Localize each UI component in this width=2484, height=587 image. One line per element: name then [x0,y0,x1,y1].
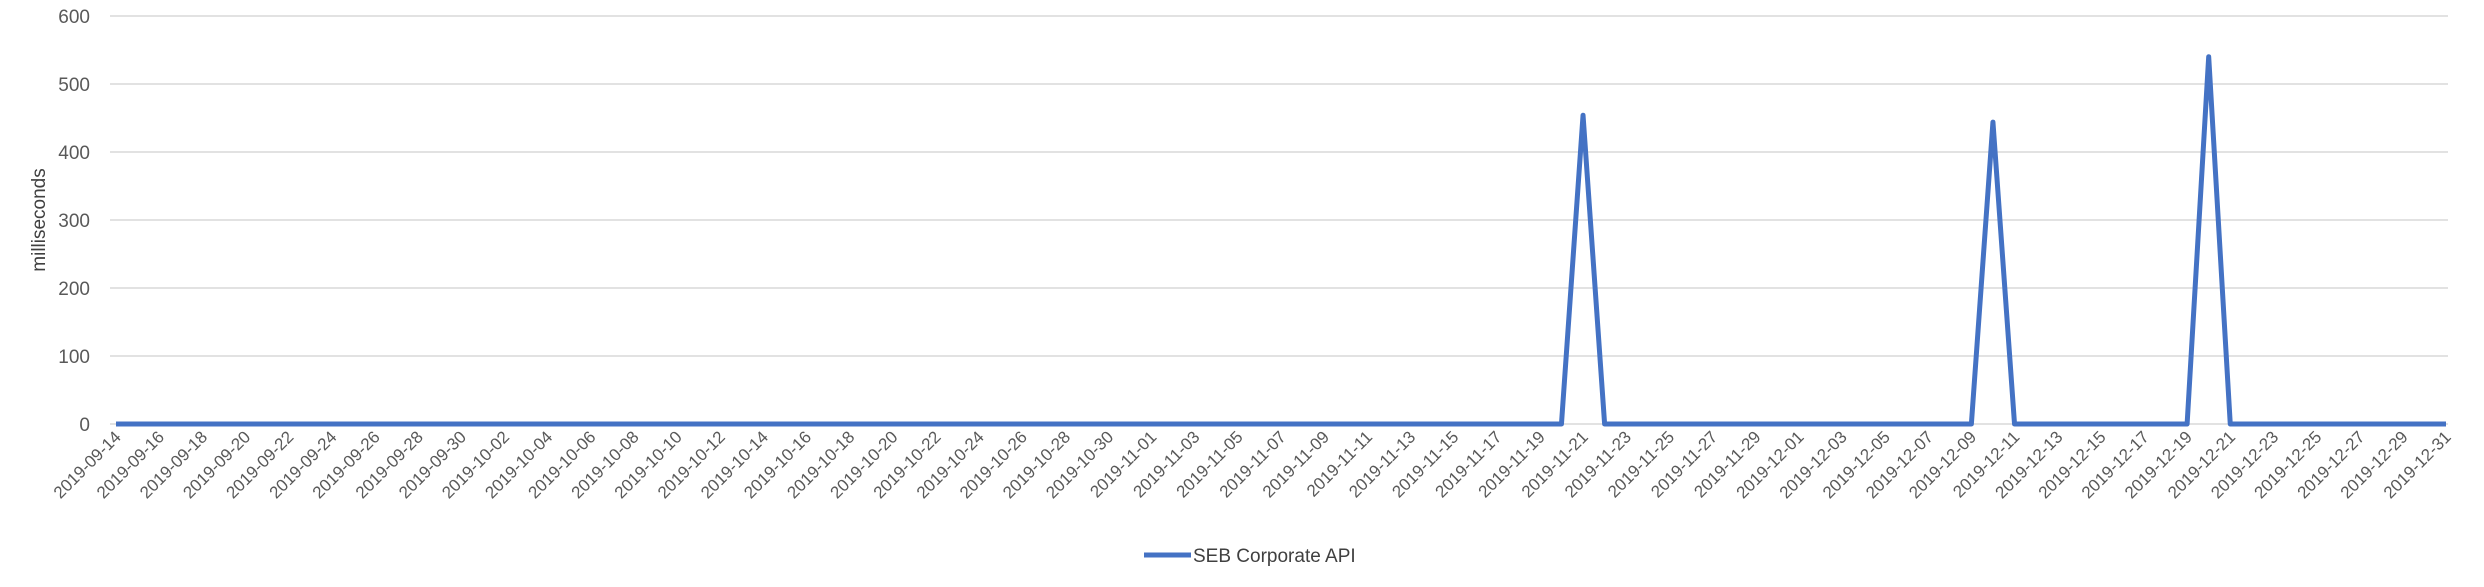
gridlines [110,15,2448,425]
y-tick-label: 500 [58,75,90,96]
y-axis-ticks: 0 100 200 300 400 500 600 [58,7,90,436]
y-tick-label: 600 [58,7,90,28]
series-lines [116,54,2446,427]
y-axis-title: milliseconds [29,168,50,271]
y-tick-label: 400 [58,143,90,164]
y-tick-label: 0 [79,415,90,436]
legend-label: SEB Corporate API [1193,546,1356,567]
series-line-0 [116,54,2446,427]
y-tick-label: 100 [58,347,90,368]
legend: SEB Corporate API [1144,546,1356,567]
y-tick-label: 300 [58,211,90,232]
x-axis-ticks: 2019-09-142019-09-162019-09-182019-09-20… [50,427,2455,502]
y-tick-label: 200 [58,279,90,300]
